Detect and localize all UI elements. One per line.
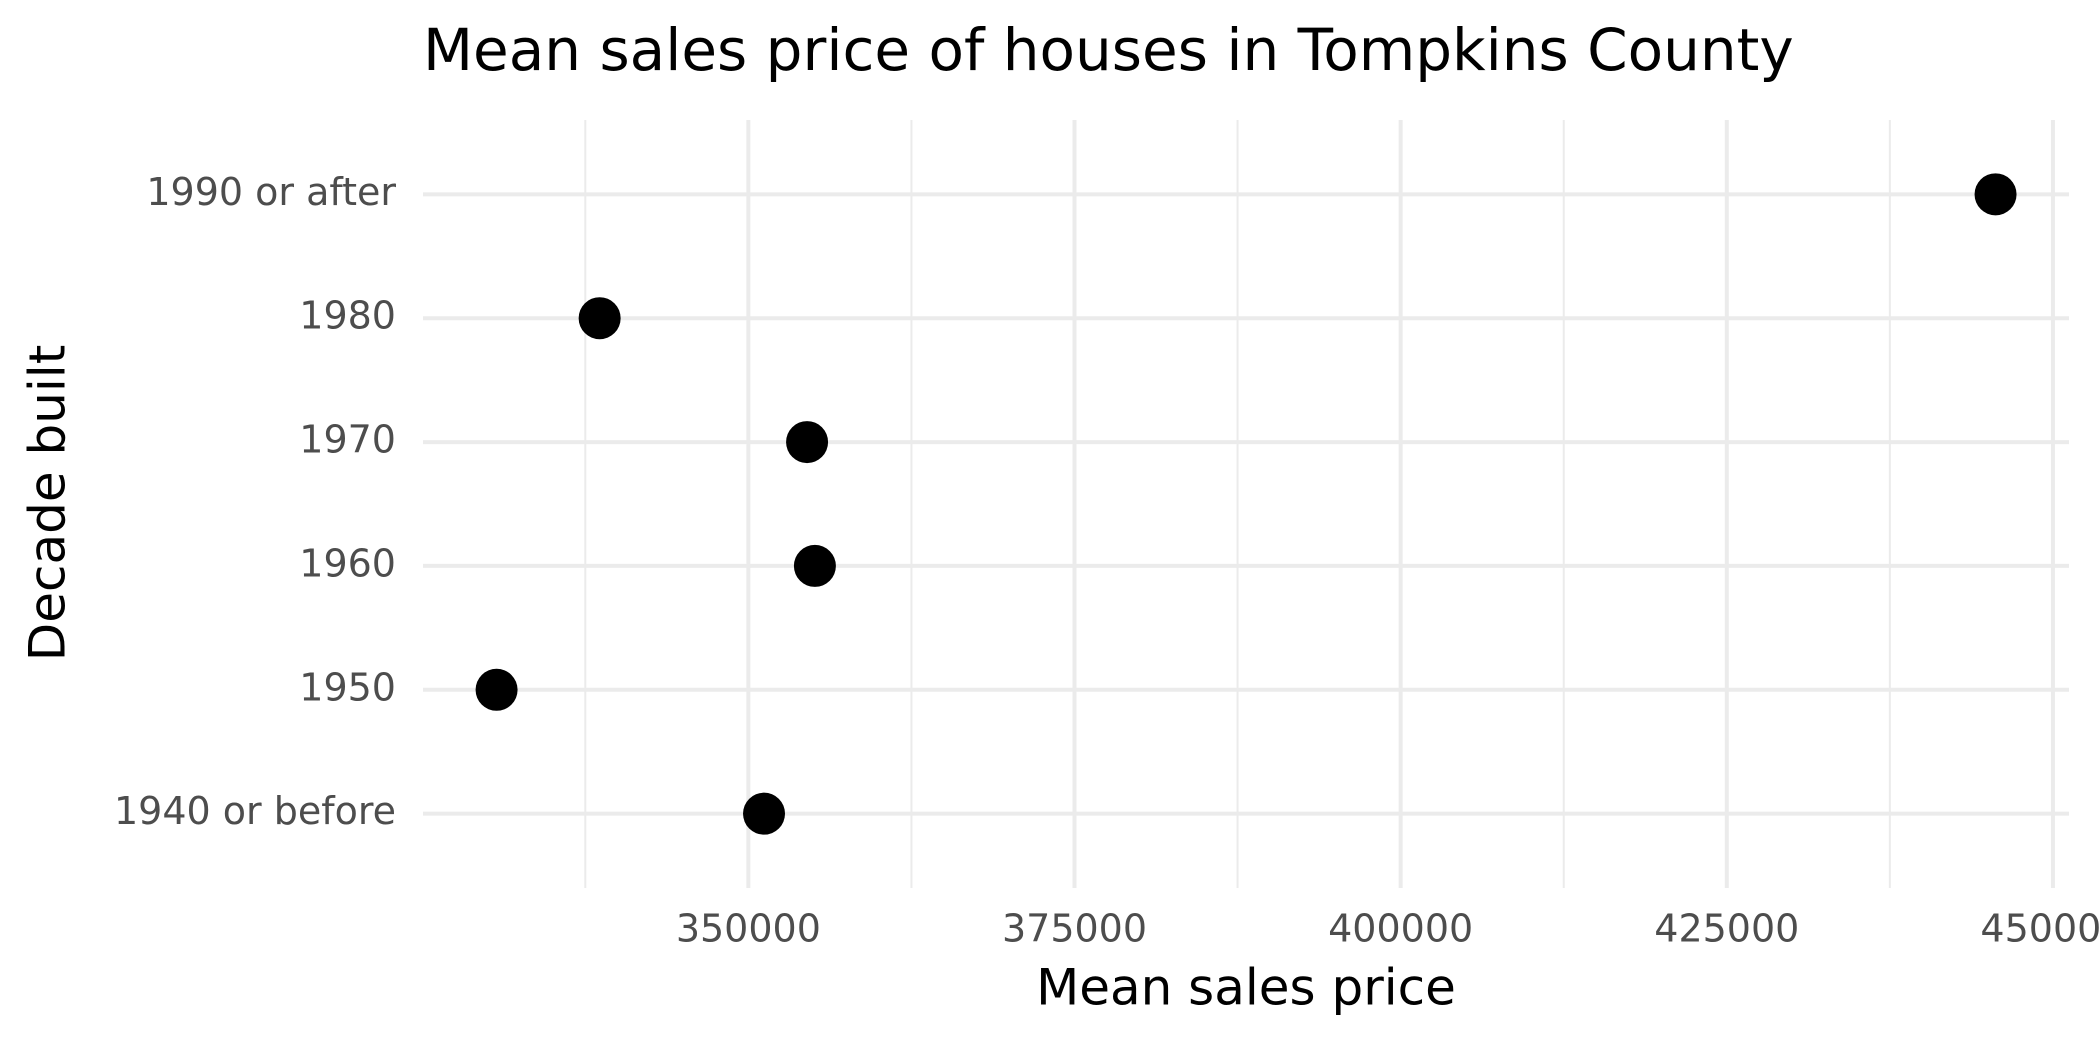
y-tick-label: 1970 — [299, 418, 396, 462]
y-tick-label: 1940 or before — [114, 789, 396, 833]
x-tick-label: 375000 — [1002, 907, 1147, 951]
y-tick-label: 1990 or after — [146, 170, 396, 214]
point — [475, 668, 518, 711]
x-axis-title: Mean sales price — [1036, 959, 1456, 1017]
x-tick-label: 350000 — [676, 907, 821, 951]
y-tick-label: 1950 — [299, 665, 396, 709]
point — [786, 421, 829, 464]
point — [743, 792, 786, 835]
chart-title: Mean sales price of houses in Tompkins C… — [423, 16, 1794, 84]
y-tick-label: 1960 — [299, 541, 396, 585]
x-tick-label: 425000 — [1654, 907, 1799, 951]
x-tick-label: 450000 — [1980, 907, 2100, 951]
y-tick-label: 1980 — [299, 294, 396, 338]
y-axis-title: Decade built — [19, 345, 77, 662]
x-tick-label: 400000 — [1328, 907, 1473, 951]
point — [793, 544, 836, 587]
point — [578, 297, 621, 340]
point — [1974, 173, 2017, 216]
